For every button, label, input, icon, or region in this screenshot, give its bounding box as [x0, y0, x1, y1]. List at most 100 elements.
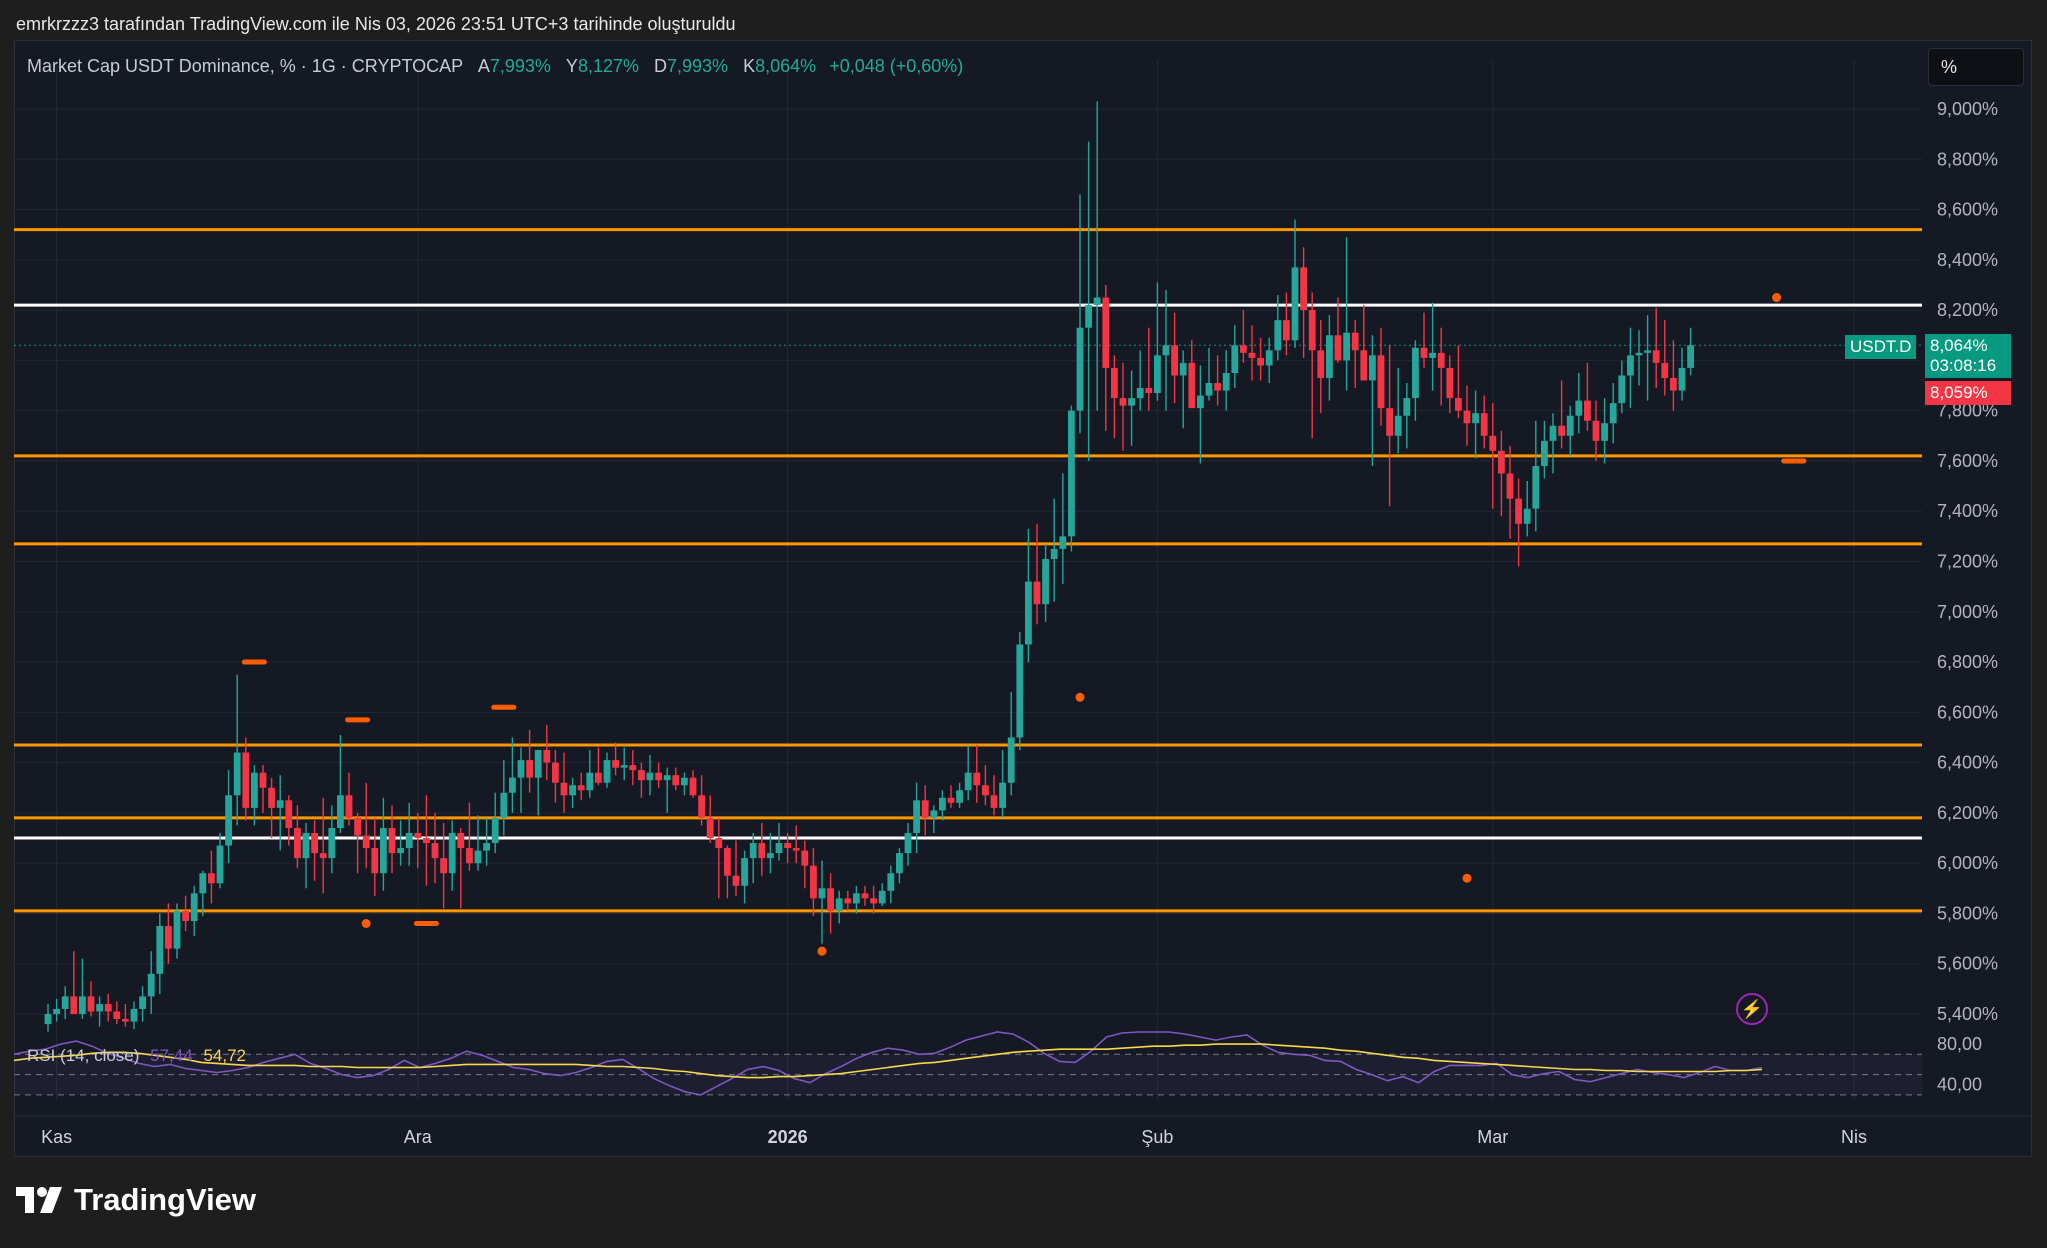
candle-body: [1661, 362, 1669, 378]
candle-body: [61, 996, 69, 1009]
drawing-mark: [361, 919, 371, 928]
candle-body: [440, 858, 447, 874]
candle-body: [1102, 297, 1110, 368]
candle-body: [1111, 367, 1118, 399]
candle-body: [526, 760, 533, 778]
brand-name: TradingView: [74, 1182, 257, 1217]
x-tick-label: Kas: [41, 1127, 72, 1147]
candle-body: [448, 833, 456, 874]
close-label: K: [743, 56, 756, 76]
candle-body: [388, 827, 396, 854]
candle-body: [1291, 267, 1299, 341]
candle-body: [827, 888, 834, 911]
y-tick-label: 7,000%: [1937, 602, 1998, 622]
x-tick-label: Şub: [1141, 1127, 1173, 1147]
candle-body: [1188, 362, 1196, 409]
previous-close-tag: 8,059%: [1925, 381, 2011, 405]
candle-body: [44, 1014, 52, 1025]
candle-body: [1627, 355, 1634, 376]
candle-body: [887, 873, 895, 891]
candle-body: [1033, 581, 1041, 605]
candle-body: [801, 850, 809, 866]
high-value: 8,127%: [577, 56, 639, 76]
candle-body: [552, 762, 559, 783]
candle-body: [1222, 372, 1230, 391]
candle-body: [732, 875, 740, 886]
candle-body: [285, 800, 293, 828]
candle-body: [853, 893, 860, 904]
candle-body: [1300, 267, 1307, 311]
candle-body: [973, 772, 981, 786]
candle-body: [1558, 425, 1565, 436]
open-value: 7,993%: [489, 56, 551, 76]
candle-body: [1429, 352, 1436, 358]
candle-body: [165, 926, 172, 949]
candle-body: [1136, 388, 1144, 399]
percent-scale-button[interactable]: %: [1928, 48, 2024, 86]
candle-body: [79, 996, 86, 1014]
candle-body: [1498, 450, 1505, 474]
candle-body: [1549, 425, 1557, 441]
candle-body: [663, 775, 671, 781]
candle-body: [1369, 355, 1376, 381]
candle-body: [1670, 377, 1677, 391]
candle-body: [1575, 400, 1583, 416]
drawing-mark: [1075, 692, 1085, 702]
candle-body: [1154, 355, 1161, 394]
candle-body: [1093, 297, 1101, 306]
symbol-price-tag: USDT.D: [1845, 335, 1917, 359]
rsi-title: RSI (14, close): [27, 1046, 140, 1065]
candle-body: [982, 785, 989, 796]
candle-body: [681, 777, 688, 786]
candle-body: [1042, 558, 1049, 605]
candle-body: [1515, 498, 1522, 524]
candle-body: [990, 795, 998, 808]
y-tick-label: 7,400%: [1937, 501, 1998, 521]
y-tick-label: 6,800%: [1937, 652, 1998, 672]
candle-body: [1652, 350, 1660, 363]
y-tick-label: 8,800%: [1937, 149, 1998, 169]
candle-body: [689, 777, 697, 796]
y-tick-label: 7,600%: [1937, 451, 1998, 471]
candle-body: [1334, 335, 1342, 361]
candle-body: [431, 843, 439, 859]
y-tick-label: 5,400%: [1937, 1004, 1998, 1024]
candle-body: [1059, 536, 1067, 549]
candle-body: [1541, 440, 1548, 466]
candle-body: [655, 772, 662, 781]
candle-body: [517, 760, 525, 778]
candle-body: [1257, 357, 1264, 366]
lightning-icon[interactable]: ⚡: [1736, 993, 1768, 1025]
drawing-mark: [1462, 873, 1472, 883]
candle-body: [870, 898, 877, 904]
y-tick-label: 6,400%: [1937, 753, 1998, 773]
candle-body: [509, 777, 516, 793]
candle-body: [414, 833, 422, 839]
candle-body: [397, 848, 404, 854]
rsi-tick-label: 40,00: [1937, 1075, 1982, 1095]
candle-body: [130, 1008, 138, 1022]
drawing-mark: [817, 946, 827, 956]
candle-body: [251, 772, 258, 808]
candle-body: [715, 838, 723, 849]
price-chart[interactable]: 9,000% 8,800% 8,600% 8,400% 8,200% 7,800% 7,60…: [0, 0, 2047, 1160]
candle-body: [182, 910, 189, 921]
candle-body: [775, 843, 783, 854]
candle-body: [1394, 415, 1402, 436]
candle-body: [964, 772, 972, 791]
candle-body: [1480, 413, 1488, 436]
candle-body: [208, 873, 215, 884]
snapshot-caption: emrkrzzz3 tarafından TradingView.com ile…: [16, 14, 736, 34]
candle-body: [500, 792, 508, 818]
candle-body: [1584, 400, 1591, 421]
y-tick-label: 7,800%: [1937, 401, 1998, 421]
candle-body: [1171, 345, 1178, 376]
candle-body: [1601, 423, 1608, 441]
open-label: A: [477, 56, 490, 76]
candle-body: [87, 996, 95, 1012]
candle-body: [1128, 398, 1135, 406]
chart-pane[interactable]: [14, 40, 2032, 1157]
candle-body: [1532, 465, 1540, 509]
candle-body: [878, 890, 886, 904]
candle-body: [1240, 345, 1247, 353]
